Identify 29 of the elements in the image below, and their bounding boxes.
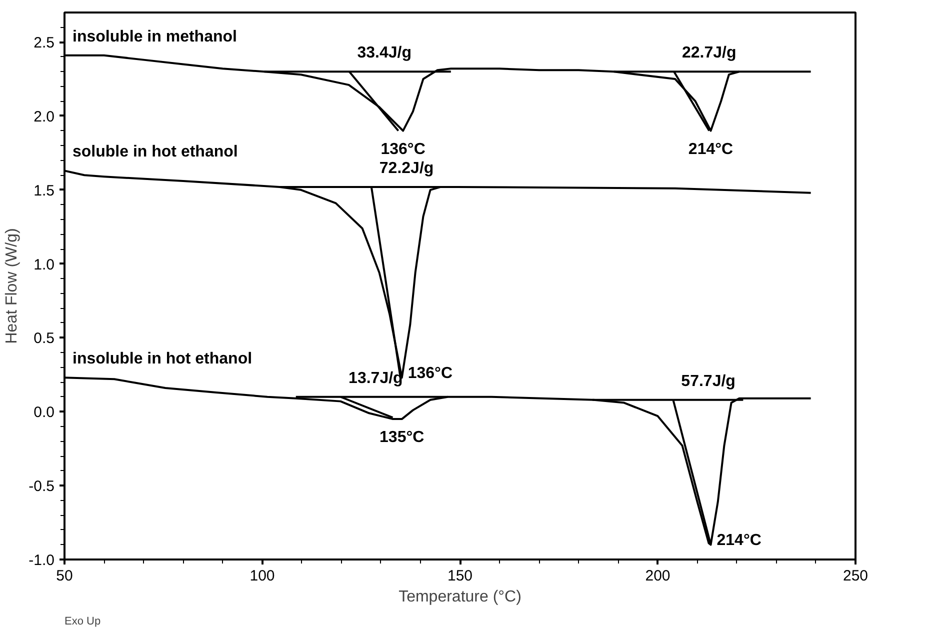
y-axis-title: Heat Flow (W/g) xyxy=(4,228,21,344)
y-tick-label: 2.5 xyxy=(34,34,55,52)
y-tick-label: 0.5 xyxy=(34,330,55,348)
y-tick-label: 1.5 xyxy=(34,182,55,200)
text: Exo Up xyxy=(64,616,101,628)
x-tick-label: 150 xyxy=(447,568,473,584)
annotation: soluble in hot ethanol xyxy=(72,144,238,161)
x-tick-label: 100 xyxy=(250,568,275,584)
y-tick-label: 1.0 xyxy=(34,256,55,274)
annotation: 72.2J/g xyxy=(379,160,434,177)
x-tick-label: 250 xyxy=(842,568,868,584)
y-tick-label: -0.5 xyxy=(28,478,55,496)
annotation: 214°C xyxy=(688,140,734,158)
annotation: 214°C xyxy=(716,532,762,550)
annotation: 22.7J/g xyxy=(682,44,736,62)
annotation: 135°C xyxy=(380,429,425,446)
annotation: 136°C xyxy=(408,365,453,382)
annotation: 13.7J/g xyxy=(348,370,403,387)
x-axis-title: Temperature (°C) xyxy=(398,588,522,606)
y-tick-label: 0.0 xyxy=(34,404,55,422)
annotation: 57.7J/g xyxy=(681,372,736,390)
annotation: 33.4J/g xyxy=(357,44,412,62)
y-tick-label: 2.0 xyxy=(34,108,55,126)
annotation: 136°C xyxy=(380,140,426,158)
y-tick-label: -1.0 xyxy=(28,552,55,569)
annotation: insoluble in methanol xyxy=(72,28,237,46)
x-tick-label: 50 xyxy=(56,568,73,584)
x-tick-label: 200 xyxy=(645,568,670,584)
annotation: insoluble in hot ethanol xyxy=(72,350,252,368)
